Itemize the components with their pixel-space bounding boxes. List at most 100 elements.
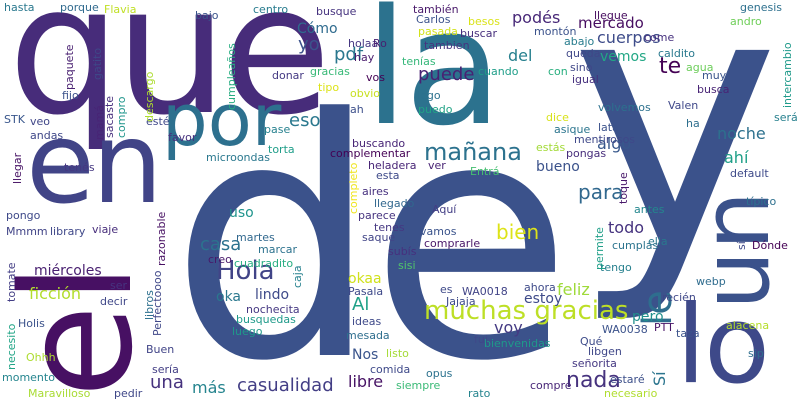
word-martes: martes: [236, 231, 275, 244]
word-lo: lo: [676, 283, 770, 400]
word-jajaja: Jajaja: [446, 295, 476, 308]
word-este: esté: [146, 115, 170, 128]
word-besos: besos: [468, 15, 500, 28]
word-buen: Buen: [146, 343, 175, 356]
word-entra: Entrá: [470, 165, 500, 178]
word-senorita: señorita: [572, 357, 617, 370]
word-asique: asique: [554, 123, 591, 136]
word-holaa: holaa: [348, 37, 379, 50]
word-wa0038: WA0038: [602, 323, 648, 336]
word-si-acc: sí: [735, 241, 748, 250]
word-obvio: obvio: [350, 87, 381, 100]
word-nos: Nos: [352, 347, 379, 363]
word-opus: opus: [426, 367, 453, 380]
word-okaa: okaa: [348, 271, 382, 287]
word-buscar: buscar: [460, 27, 497, 40]
word-estare: estaré: [610, 373, 645, 386]
word-parece: parece: [358, 209, 396, 222]
word-antes: antes: [634, 203, 665, 216]
word-hasta: hasta: [4, 1, 35, 14]
word-bienvenidas: bienvenidas: [484, 337, 551, 350]
word-yo: yo: [298, 34, 320, 55]
word-donde: Dónde: [752, 239, 788, 252]
word-casualidad: casualidad: [237, 375, 334, 396]
word-cuando: cuando: [478, 65, 519, 78]
word-compro: compro: [115, 96, 128, 139]
word-pase: pase: [264, 123, 291, 136]
word-gatito: gatito: [91, 47, 104, 80]
word-bajo: bajo: [195, 9, 219, 22]
word-es: es: [440, 283, 453, 296]
word-en: en: [26, 99, 163, 229]
word-dice: dice: [546, 111, 569, 124]
word-gracias: gracias: [310, 65, 350, 78]
word-necesario: necesario: [604, 387, 658, 400]
word-llego: llego: [414, 89, 441, 102]
word-vamos: vamos: [420, 225, 457, 238]
word-pero: pero: [632, 309, 664, 325]
word-decir: decir: [100, 295, 128, 308]
word-fijo: fijo: [62, 89, 79, 102]
word-ideas: ideas: [352, 315, 382, 328]
word-algo: algo: [597, 134, 632, 153]
word-ahora: ahora: [524, 281, 556, 294]
word-porque: porque: [60, 1, 99, 14]
word-queda: queda: [566, 47, 601, 60]
word-llegue: llegue: [594, 9, 628, 22]
word-ella: ella: [648, 235, 668, 248]
word-recien: recién: [662, 291, 696, 304]
word-tenias: tenías: [402, 55, 436, 68]
word-fui: fui: [474, 333, 488, 346]
word-sacaste: sacaste: [103, 95, 116, 138]
word-andas: andas: [30, 129, 64, 142]
word-maravilloso: Maravilloso: [28, 387, 91, 400]
word-aires: aires: [362, 185, 389, 198]
word-hay: hay: [354, 51, 375, 64]
word-una: una: [150, 372, 184, 393]
word-estas: estás: [536, 141, 566, 154]
word-necesito: necesito: [5, 323, 18, 370]
word-momento: momento: [2, 371, 55, 384]
word-veo: veo: [30, 115, 51, 128]
word-muchas-gracias: muchas gracias: [424, 296, 629, 326]
word-que: que: [8, 0, 331, 154]
word-listo: listo: [386, 347, 409, 360]
word-carlos: Carlos: [416, 13, 451, 26]
word-donar: donar: [272, 69, 304, 82]
word-agua: agua: [686, 61, 714, 74]
word-ah: ah: [350, 103, 364, 116]
word-compre: compré: [530, 379, 572, 392]
word-llegado: llegado: [374, 197, 415, 210]
word-uso: uso: [229, 205, 254, 221]
word-ohhh: Ohhh: [26, 351, 56, 364]
word-cuerpos: cuerpos: [597, 28, 661, 47]
word-pdf: pdf: [334, 44, 364, 65]
word-tenes-acc: tenés: [64, 161, 95, 174]
word-lindo: lindo: [255, 287, 290, 303]
word-tambien-acc: también: [413, 3, 459, 16]
word-pongas: pongas: [566, 147, 607, 160]
word-complementar: complementar: [330, 147, 411, 160]
word-default: default: [730, 167, 769, 180]
word-monton: montón: [534, 25, 577, 38]
word-abajo: abajo: [564, 35, 595, 48]
word-sip: sip: [748, 347, 764, 360]
word-valen: Valen: [668, 99, 699, 112]
word-muy: muy: [702, 69, 727, 82]
word-viaje: viaje: [92, 223, 119, 236]
word-vos: vos: [366, 71, 385, 84]
word-marcar: marcar: [258, 243, 298, 256]
word-voy: voy: [494, 318, 523, 337]
word-ser: ser: [110, 279, 128, 292]
word-ficcion: ficción: [29, 284, 82, 303]
word-pasala: Pasala: [348, 285, 384, 298]
word-aqui: Aquí: [432, 203, 457, 216]
word-nada: nada: [566, 368, 621, 393]
word-genesis: genesis: [740, 1, 783, 14]
word-stk: STK: [4, 113, 25, 126]
word-caja: caja: [291, 265, 304, 288]
word-como: Cómo: [297, 21, 338, 37]
word-la: la: [364, 0, 502, 161]
word-si-cap: Sí: [650, 371, 669, 386]
